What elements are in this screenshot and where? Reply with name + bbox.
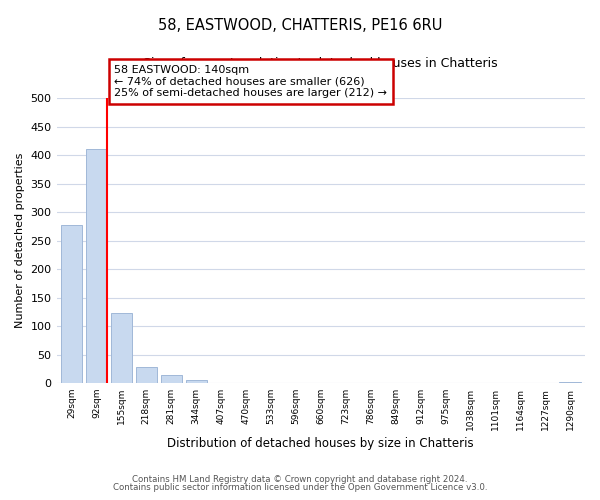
Bar	[136, 366, 157, 383]
Text: 58 EASTWOOD: 140sqm
← 74% of detached houses are smaller (626)
25% of semi-detac: 58 EASTWOOD: 140sqm ← 74% of detached ho…	[115, 65, 388, 98]
Text: Contains HM Land Registry data © Crown copyright and database right 2024.: Contains HM Land Registry data © Crown c…	[132, 475, 468, 484]
Bar	[86, 150, 107, 383]
Bar	[185, 380, 207, 383]
Bar	[161, 374, 182, 383]
Title: Size of property relative to detached houses in Chatteris: Size of property relative to detached ho…	[143, 58, 498, 70]
Y-axis label: Number of detached properties: Number of detached properties	[15, 153, 25, 328]
Text: Contains public sector information licensed under the Open Government Licence v3: Contains public sector information licen…	[113, 483, 487, 492]
X-axis label: Distribution of detached houses by size in Chatteris: Distribution of detached houses by size …	[167, 437, 474, 450]
Bar	[61, 225, 82, 383]
Text: 58, EASTWOOD, CHATTERIS, PE16 6RU: 58, EASTWOOD, CHATTERIS, PE16 6RU	[158, 18, 442, 32]
Bar	[559, 382, 581, 383]
Bar	[111, 313, 132, 383]
